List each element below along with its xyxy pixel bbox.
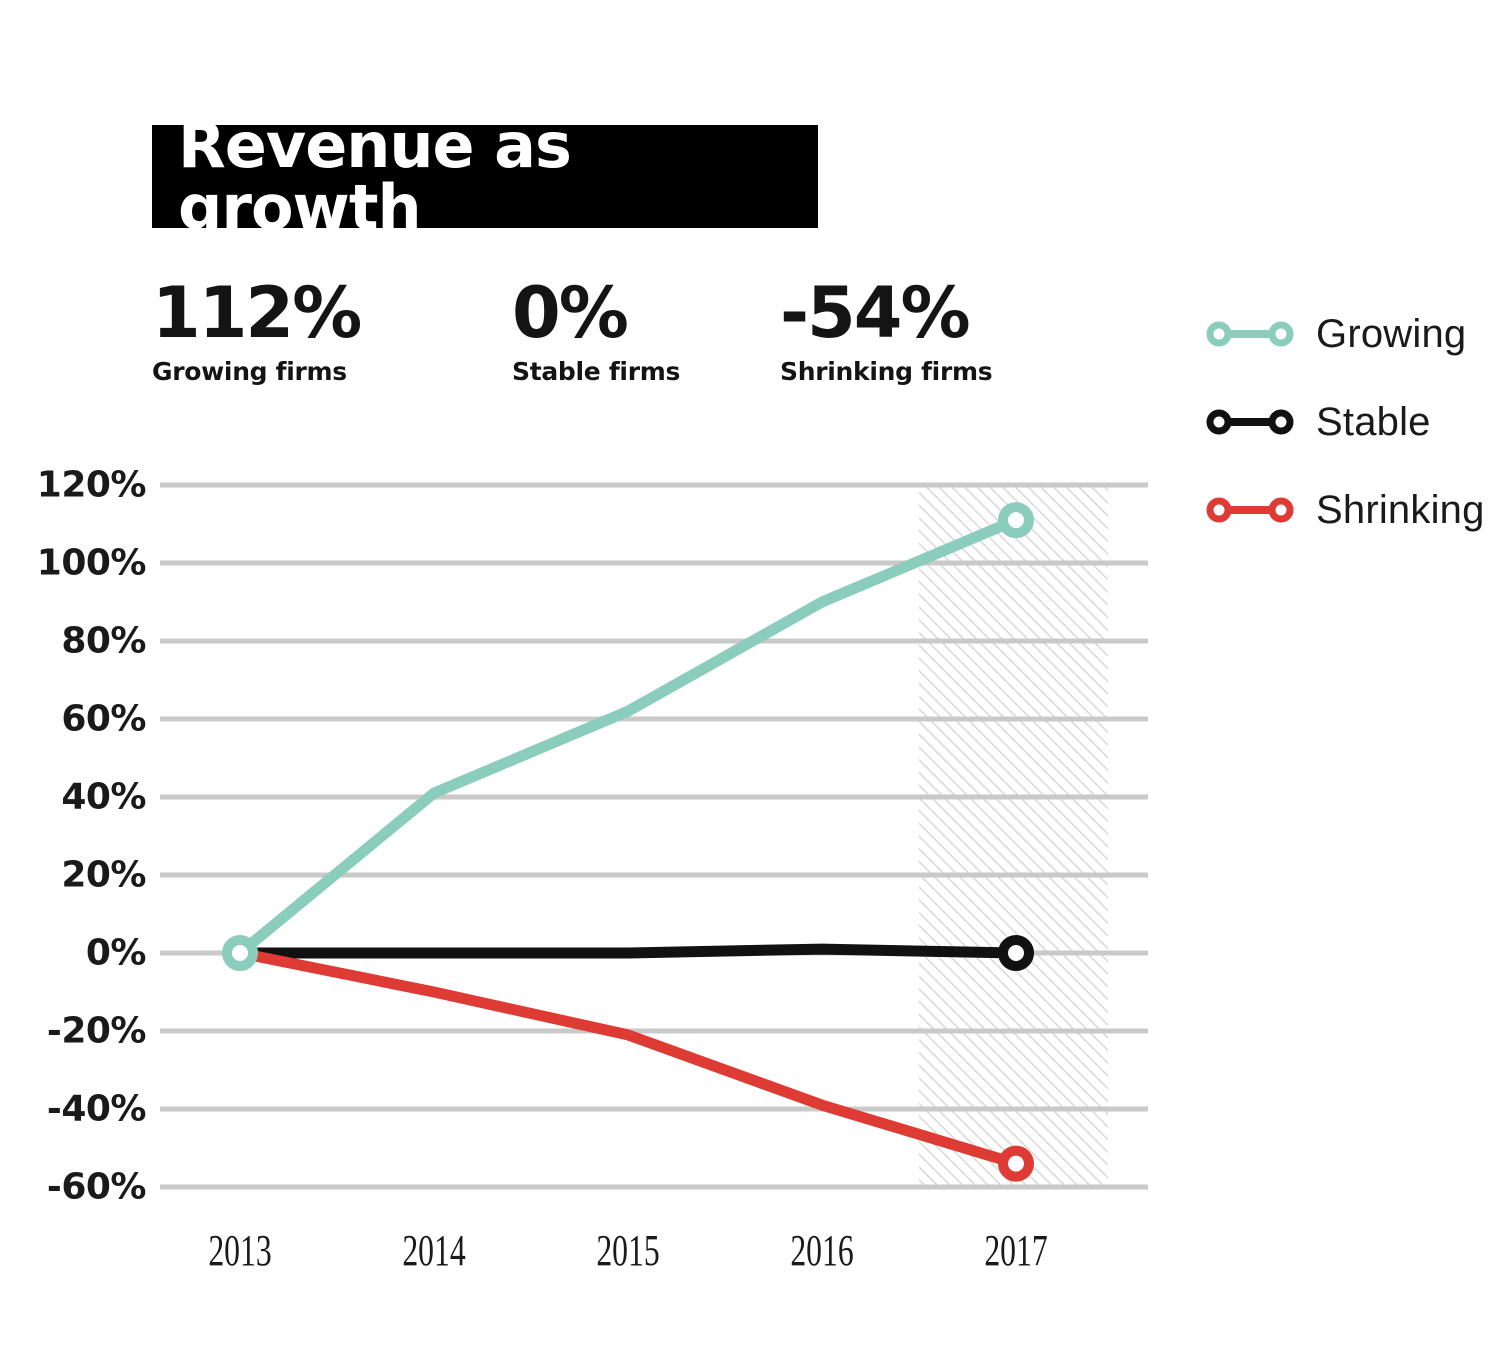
page-title: Revenue as growth (178, 108, 572, 244)
forecast-band (919, 485, 1108, 1187)
kpi-shrinking-value: -54% (780, 272, 971, 354)
data-series (222, 502, 1034, 1182)
legend-item-shrinking[interactable]: Shrinking (1206, 466, 1485, 554)
y-axis-tick-label: -20% (46, 1010, 147, 1052)
y-axis-tick-label: -40% (46, 1088, 147, 1130)
kpi-growing-firms: 112% Growing firms (152, 272, 452, 387)
chart-plot (160, 482, 1148, 1190)
kpi-growing-label: Growing firms (152, 357, 347, 387)
series-line-growing (234, 514, 1022, 959)
y-axis-tick-label: 80% (61, 620, 146, 662)
y-axis-tick-label: 0% (85, 932, 147, 974)
kpi-stable-value: 0% (512, 272, 629, 354)
y-axis: 120% 100% 80% 60% 40% 20% 0% -20% -40% -60% (0, 440, 147, 1320)
x-axis-tick-label: 2017 (984, 1226, 1048, 1275)
series-line-shrinking (234, 947, 1022, 1170)
kpi-shrinking-firms: -54% Shrinking firms (780, 272, 993, 387)
series-endpoint-growing (998, 502, 1034, 539)
y-axis-tick-label: 40% (61, 776, 146, 818)
legend-label-stable: Stable (1316, 399, 1431, 444)
x-axis-tick-label: 2014 (402, 1226, 466, 1275)
legend-label-shrinking: Shrinking (1316, 487, 1485, 532)
legend-marker-stable (1206, 409, 1294, 435)
y-axis-tick-label: 60% (61, 698, 146, 740)
legend-marker-growing (1206, 321, 1294, 347)
kpi-growing-value: 112% (152, 272, 362, 354)
title-banner: Revenue as growth (152, 114, 818, 238)
x-axis-tick-label: 2015 (596, 1226, 660, 1275)
series-endpoint-shrinking (998, 1145, 1034, 1182)
y-axis-tick-label: 100% (36, 542, 147, 584)
y-axis-tick-label: 20% (61, 854, 146, 896)
series-line-stable (234, 943, 1022, 959)
y-axis-tick-label: -60% (46, 1166, 147, 1208)
legend-marker-shrinking (1206, 497, 1294, 523)
x-axis: 2013 2014 2015 2016 2017 (0, 440, 1500, 1320)
x-axis-tick-label: 2013 (208, 1226, 272, 1275)
series-origin-marker (222, 935, 258, 971)
legend-label-growing: Growing (1316, 311, 1467, 356)
chart-legend: Growing Stable Shrinking (1206, 290, 1485, 554)
x-axis-tick-label: 2016 (790, 1226, 854, 1275)
kpi-stable-label: Stable firms (512, 357, 681, 387)
kpi-stable-firms: 0% Stable firms (512, 272, 720, 387)
kpi-shrinking-label: Shrinking firms (780, 357, 993, 387)
series-endpoint-stable (998, 935, 1034, 971)
y-axis-tick-label: 120% (36, 464, 147, 506)
kpi-row: 112% Growing firms 0% Stable firms -54% … (152, 272, 993, 387)
legend-item-growing[interactable]: Growing (1206, 290, 1485, 378)
legend-item-stable[interactable]: Stable (1206, 378, 1485, 466)
line-chart: 120% 100% 80% 60% 40% 20% 0% -20% -40% -60% 2013 2… (0, 440, 1500, 1320)
